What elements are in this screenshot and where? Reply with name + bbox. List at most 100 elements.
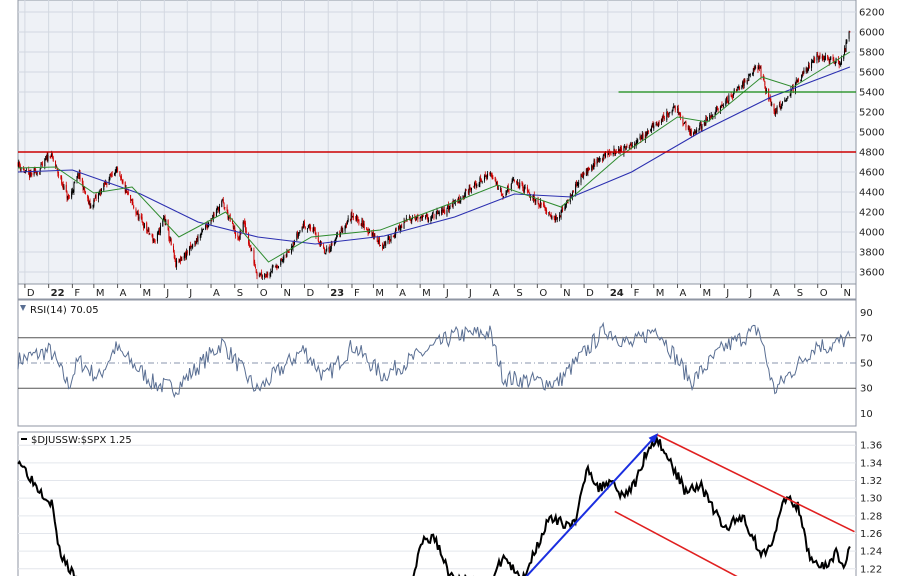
candle-body — [510, 184, 512, 189]
candle-body — [256, 272, 258, 276]
candle-body — [17, 163, 19, 167]
candle-body — [683, 123, 685, 124]
candle-body — [50, 155, 52, 157]
candle-body — [224, 207, 226, 208]
date-tick-label: O — [820, 288, 828, 299]
candle-body — [752, 72, 754, 75]
candle-body — [636, 140, 638, 144]
candle-body — [757, 66, 759, 71]
candle-body — [443, 210, 445, 212]
candle-body — [104, 182, 106, 185]
candle-body — [522, 183, 524, 189]
candle-body — [528, 191, 530, 193]
candle-body — [449, 205, 451, 210]
candle-body — [626, 146, 628, 148]
candle-body — [38, 172, 40, 174]
candle-body — [23, 168, 25, 173]
candle-body — [494, 176, 496, 181]
candle-body — [594, 161, 596, 165]
candle-body — [45, 156, 47, 159]
candle-body — [775, 110, 777, 113]
candle-body — [785, 99, 787, 100]
candle-body — [801, 74, 803, 79]
candle-body — [428, 219, 430, 222]
candle-body — [516, 182, 518, 184]
candle-body — [114, 172, 116, 176]
candle-body — [462, 195, 464, 199]
candle-body — [55, 160, 57, 167]
candle-body — [281, 260, 283, 262]
candle-body — [272, 265, 274, 267]
candle-body — [846, 40, 848, 43]
candle-body — [200, 232, 202, 236]
candle-body — [565, 204, 567, 207]
candle-body — [521, 181, 523, 185]
candle-body — [758, 65, 760, 70]
candle-body — [549, 212, 551, 215]
candle-body — [282, 259, 284, 261]
candle-body — [361, 220, 363, 227]
candle-body — [421, 215, 423, 219]
candle-body — [844, 48, 846, 55]
candle-body — [464, 190, 466, 197]
candle-body — [656, 122, 658, 124]
date-tick-label: 22 — [51, 288, 65, 299]
candle-body — [382, 247, 384, 249]
candle-body — [245, 223, 247, 231]
price-y-axis: 3600 3800 4000 4200 4400 4600 4800 5000 5200 5400… — [859, 8, 884, 279]
candle-body — [542, 203, 544, 205]
candle-body — [398, 225, 400, 229]
candle-body — [549, 215, 551, 217]
candle-body — [640, 136, 642, 140]
candle-body — [179, 259, 181, 262]
candle-body — [837, 58, 839, 62]
candle-body — [830, 56, 832, 60]
candle-body — [540, 202, 542, 205]
candle-body — [823, 58, 825, 60]
candle-body — [765, 86, 767, 92]
candle-body — [414, 217, 416, 219]
candle-body — [291, 246, 293, 248]
candle-body — [770, 101, 772, 106]
candle-body — [382, 243, 384, 249]
candle-body — [452, 202, 454, 208]
candle-body — [582, 172, 584, 178]
candle-body — [470, 187, 472, 191]
candle-body — [312, 228, 314, 232]
candle-body — [320, 240, 322, 245]
candle-body — [673, 106, 675, 109]
ratio-tick-label: 1.28 — [860, 511, 882, 522]
candle-body — [650, 127, 652, 131]
candle-body — [98, 192, 100, 194]
candle-body — [629, 146, 631, 148]
candle-body — [430, 217, 432, 221]
candle-body — [110, 175, 112, 177]
candle-body — [507, 185, 509, 189]
candle-body — [732, 95, 734, 98]
candle-body — [467, 190, 469, 194]
candle-body — [796, 80, 798, 83]
candle-body — [299, 230, 301, 233]
candle-body — [276, 267, 278, 269]
rsi-line — [17, 321, 851, 399]
candle-body — [523, 189, 525, 192]
candle-body — [387, 237, 389, 243]
candle-body — [410, 218, 412, 221]
candle-body — [334, 241, 336, 245]
ratio-panel-frame — [17, 431, 857, 576]
candle-body — [690, 131, 692, 134]
candle-body — [808, 65, 810, 69]
rsi-y-axis: 10 30 50 70 90 — [860, 308, 873, 420]
candle-body — [588, 167, 590, 170]
candle-body — [79, 171, 81, 180]
candle-body — [63, 186, 65, 190]
candle-body — [483, 175, 485, 181]
candle-body — [216, 207, 218, 211]
candle-body — [501, 194, 503, 196]
date-tick-label: F — [354, 288, 360, 299]
candle-body — [185, 252, 187, 258]
candle-body — [732, 93, 734, 96]
candle-body — [331, 243, 333, 245]
candle-body — [737, 87, 739, 89]
